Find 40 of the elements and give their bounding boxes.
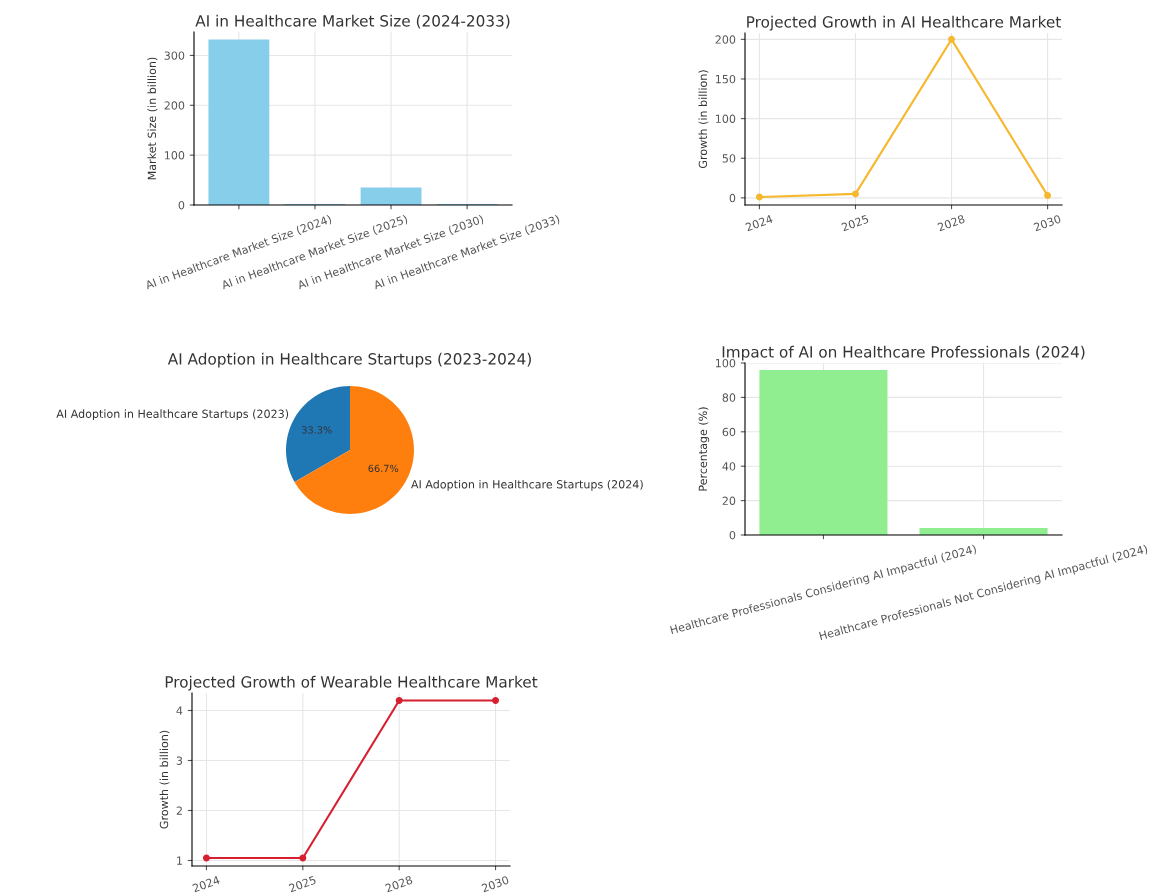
x-tick-label: 2024 [745,214,774,232]
y-tick-label: 150 [715,74,736,84]
y-tick-label: 200 [715,35,736,44]
data-label: 66.7% [368,464,399,473]
y-tick-label: 0 [729,193,736,203]
x-tick-label: 2025 [841,214,869,232]
x-tick-label: 2024 [192,875,221,893]
x-tick-label: 2030 [481,875,510,893]
y-tick-label: 1 [177,856,182,865]
chart-title: Projected Growth in AI Healthcare Market [747,15,1061,31]
y-tick-label: 40 [722,462,736,471]
y-tick-label: 100 [715,114,736,123]
x-tick-label: 2028 [384,875,413,893]
y-tick-label: 0 [729,530,736,540]
y-tick-label: 60 [722,427,736,437]
y-axis-title: Growth (in billion) [159,730,170,829]
chart-title: Projected Growth of Wearable Healthcare Market [165,675,538,691]
x-tick-label: 2028 [937,214,966,232]
x-tick-label: 2025 [288,875,317,893]
y-tick-label: 2 [176,806,182,815]
y-tick-label: 100 [715,358,736,368]
y-tick-label: 300 [164,51,185,60]
y-tick-label: 80 [722,393,736,402]
y-tick-label: 50 [722,154,736,163]
y-tick-label: 200 [164,101,185,110]
y-tick-label: 4 [176,706,183,715]
y-tick-label: 20 [722,496,736,505]
chart-title: AI in Healthcare Market Size (2024-2033) [195,14,510,29]
x-tick-label: 2030 [1033,214,1062,232]
data-label: 33.3% [302,426,332,434]
chart-title: AI Adoption in Healthcare Startups (2023-2024) [167,352,531,368]
slice-label: AI Adoption in Healthcare Startups (2024) [411,479,643,491]
y-axis-title: Percentage (%) [698,407,710,491]
y-tick-label: 0 [178,200,185,210]
y-tick-label: 3 [176,756,183,765]
y-tick-label: 100 [164,151,185,160]
y-axis-title: Market Size (in billion) [147,57,158,180]
slice-label: AI Adoption in Healthcare Startups (2023) [56,409,289,421]
y-axis-title: Growth (in billion) [698,70,709,169]
chart-title: Impact of AI on Healthcare Professionals (2024) [722,345,1085,361]
